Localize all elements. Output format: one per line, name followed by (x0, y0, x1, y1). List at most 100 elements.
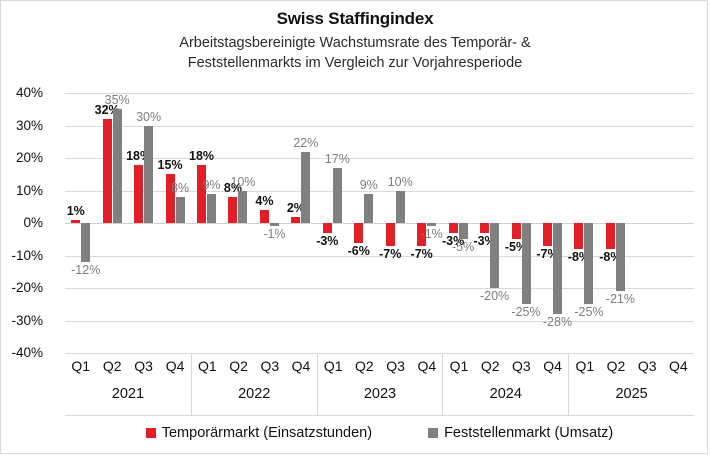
bar-value-label: 30% (136, 109, 162, 124)
bar-red (385, 223, 395, 246)
bar-red (542, 223, 552, 246)
chart-legend: Temporärmarkt (Einsatzstunden) Feststelle… (65, 415, 694, 449)
gridline (65, 125, 694, 127)
legend-label: Feststellenmarkt (Umsatz) (444, 424, 614, 441)
x-axis-quarter-label: Q2 (606, 358, 626, 374)
chart-subtitle: Arbeitstagsbereinigte Wachstumsrate des … (1, 33, 709, 73)
bar-red (322, 223, 332, 233)
bar-red (354, 223, 364, 243)
bar-gray (521, 223, 531, 305)
bar-value-label: 10% (387, 174, 413, 189)
x-axis-quarter-label: Q1 (323, 358, 343, 374)
x-axis-quarter-label: Q2 (102, 358, 122, 374)
gridline (65, 288, 694, 289)
x-axis-year-group: Q1 Q2 Q3 Q4 2025 (568, 354, 694, 416)
x-axis-quarter-label: Q4 (165, 358, 185, 374)
y-axis-tick-label: 10% (15, 182, 43, 198)
bar-gray (207, 193, 217, 223)
bar-value-label: -1% (263, 227, 286, 242)
bar-red (197, 164, 207, 223)
legend-swatch-icon (145, 427, 156, 438)
x-axis-year-group: Q1 Q2 Q3 Q4 2022 (190, 354, 317, 416)
y-axis-tick-label: 30% (15, 117, 43, 133)
bar-value-label: 10% (230, 174, 256, 189)
y-axis-tick-label: -30% (11, 312, 43, 328)
bar-gray (112, 109, 122, 223)
gridline (65, 190, 694, 192)
bar-value-label: 2% (286, 200, 305, 215)
bar-gray (458, 223, 468, 240)
x-axis-quarter-label: Q2 (229, 358, 248, 374)
bar-gray (584, 223, 594, 305)
x-axis-quarter-label: Q3 (386, 358, 405, 374)
bar-value-label: 15% (157, 158, 183, 173)
legend-item[interactable]: Feststellenmarkt (Umsatz) (428, 425, 613, 441)
legend-item[interactable]: Temporärmarkt (Einsatzstunden) (145, 425, 372, 441)
bar-gray (615, 223, 625, 292)
bar-value-label: -5% (452, 240, 475, 255)
bar-red (259, 210, 269, 223)
quarter-row: Q1 Q2 Q3 Q4 (65, 358, 191, 374)
y-axis-tick-label: -10% (11, 247, 43, 263)
bar-gray (427, 223, 437, 227)
bar-value-label: -25% (511, 305, 541, 320)
bar-value-label: -1% (420, 227, 443, 242)
bar-gray (552, 223, 562, 314)
x-axis-year-label: 2023 (363, 386, 397, 402)
bar-red (71, 219, 81, 223)
bar-value-label: 9% (359, 177, 378, 192)
bar-value-label: -6% (347, 243, 370, 258)
gridline (65, 255, 694, 257)
x-axis-year-label: 2025 (615, 386, 648, 402)
x-axis-quarter-label: Q4 (543, 358, 562, 374)
chart-subtitle-line-2: Feststellenmarkts im Vergleich zur Vorja… (187, 55, 523, 71)
x-axis-quarter-label: Q4 (291, 358, 311, 374)
bar-value-label: -12% (71, 263, 101, 277)
quarter-row: Q1 Q2 Q3 Q4 (443, 358, 568, 374)
bar-value-label: -7% (379, 246, 402, 261)
x-axis-quarter-label: Q1 (198, 358, 217, 374)
bar-red (574, 223, 584, 249)
chart-subtitle-line-1: Arbeitstagsbereinigte Wachstumsrate des … (179, 35, 531, 51)
x-axis-quarter-label: Q3 (512, 358, 531, 374)
x-axis-year-group: Q1 Q2 Q3 Q4 2023 (316, 354, 443, 416)
bar-value-label: 1% (66, 203, 85, 218)
gridline (65, 93, 694, 94)
bar-red (448, 223, 458, 233)
x-axis-year-group: Q1 Q2 Q3 Q4 2021 (65, 354, 191, 416)
bar-gray (81, 223, 91, 262)
legend-swatch-icon (428, 427, 439, 438)
bar-gray (175, 197, 185, 223)
bar-gray (395, 190, 405, 223)
x-axis-quarter-label: Q1 (449, 358, 469, 374)
x-axis-year-label: 2021 (111, 386, 145, 402)
bar-value-label: 9% (202, 177, 221, 192)
x-axis-quarter-label: Q2 (355, 358, 374, 374)
bar-value-label: -20% (479, 289, 510, 303)
bar-gray (144, 125, 154, 223)
bar-red (291, 216, 301, 223)
bar-value-label: 35% (104, 93, 130, 108)
y-axis-tick-label: -40% (11, 345, 43, 360)
x-axis-quarter-label: Q4 (417, 358, 437, 374)
bar-value-label: 22% (293, 135, 319, 150)
x-axis-year-label: 2024 (489, 386, 522, 402)
y-axis-tick-label: 0% (23, 215, 43, 230)
gridline (65, 158, 694, 159)
bar-red (417, 223, 427, 246)
gridline (65, 223, 694, 224)
quarter-row: Q1 Q2 Q3 Q4 (318, 358, 443, 374)
bar-red (102, 119, 112, 223)
bar-gray (332, 167, 342, 223)
x-axis-year-group: Q1 Q2 Q3 Q4 2024 (442, 354, 568, 416)
bar-value-label: -25% (574, 305, 604, 320)
x-axis-quarter-label: Q3 (134, 358, 153, 374)
bar-red (134, 164, 144, 223)
x-axis-year-label: 2022 (238, 386, 271, 402)
y-axis-tick-label: 20% (15, 150, 43, 165)
bar-red (480, 223, 490, 233)
bar-gray (269, 223, 279, 227)
bar-gray (364, 193, 374, 223)
bar-value-label: 17% (324, 151, 350, 166)
